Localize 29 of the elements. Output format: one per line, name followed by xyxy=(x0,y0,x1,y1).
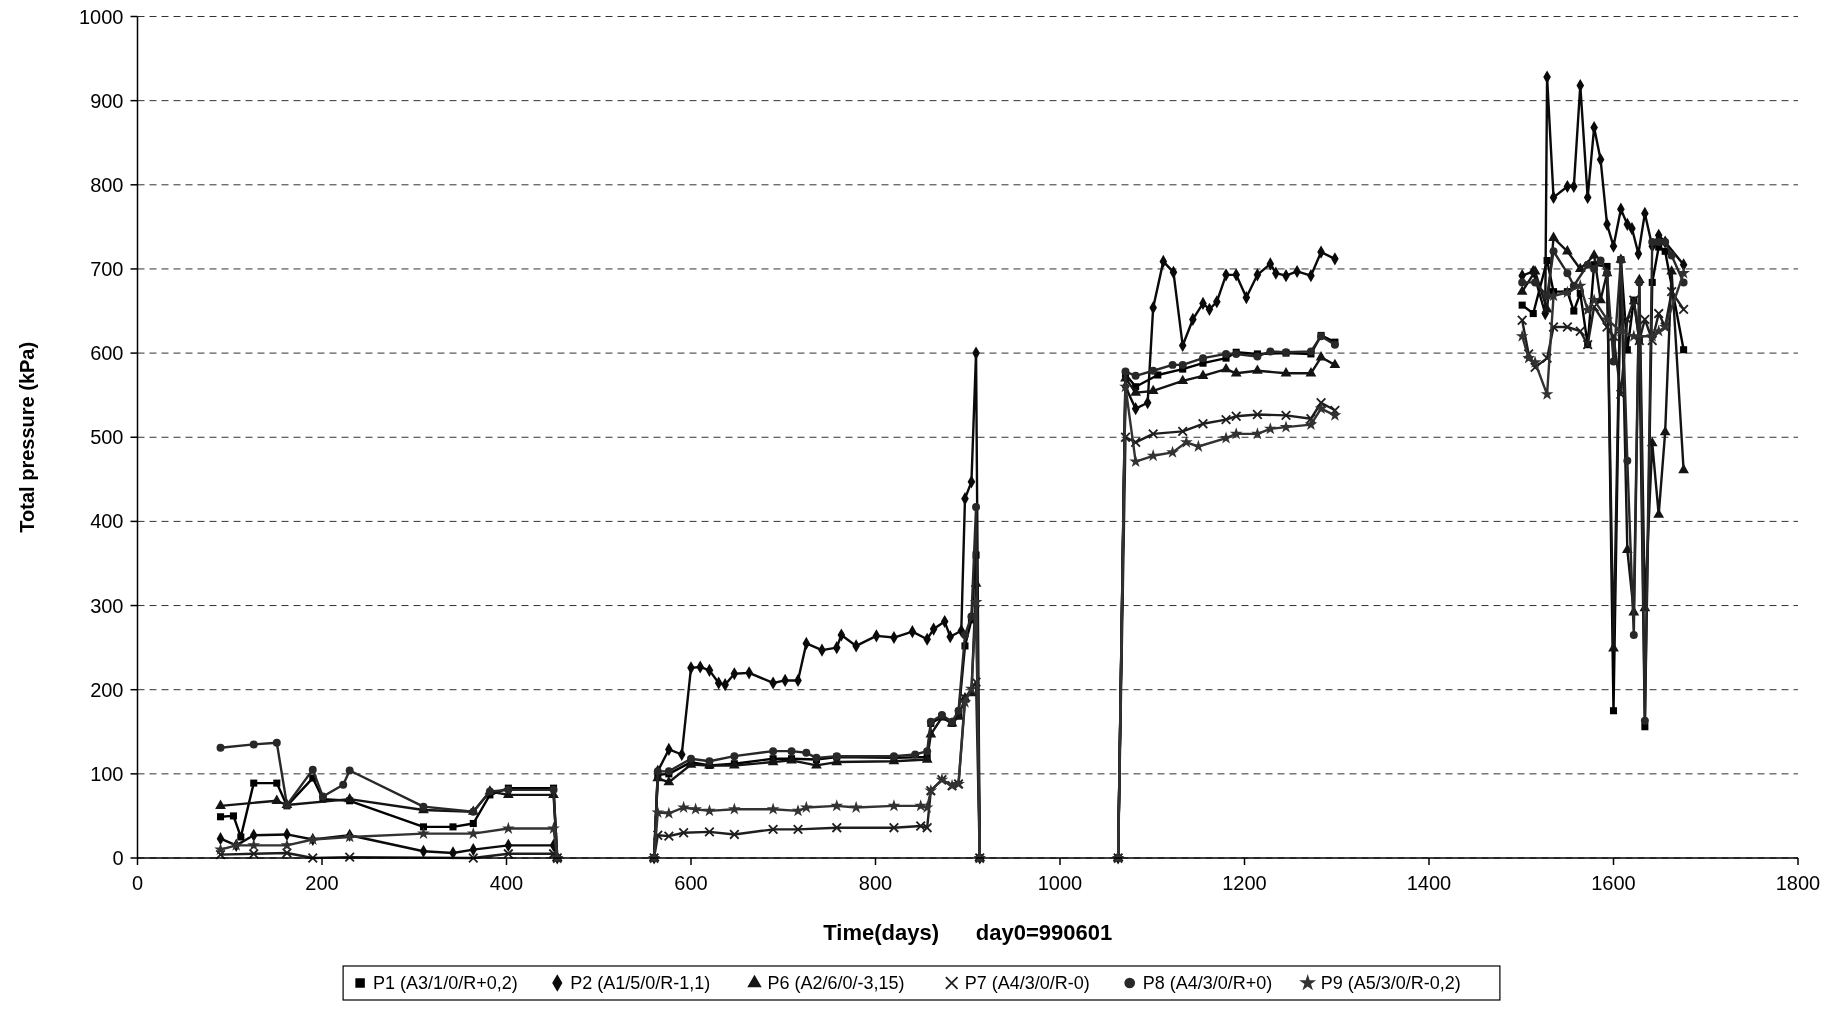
x-tick-label: 400 xyxy=(489,872,524,894)
y-tick-label: 200 xyxy=(90,678,124,701)
x-tick-label: 1600 xyxy=(1591,872,1636,894)
y-tick-label: 800 xyxy=(90,173,124,196)
x-tick-label: 200 xyxy=(305,872,339,894)
x-tick-label: 800 xyxy=(858,872,893,894)
y-tick-label: 100 xyxy=(90,762,124,785)
x-tick-label: 600 xyxy=(674,872,708,894)
legend-label: P2 (A1/5/0/R-1,1) xyxy=(570,973,711,994)
x-tick-label: 1400 xyxy=(1406,872,1452,894)
x-tick-label: 1800 xyxy=(1775,872,1821,894)
x-tick-label: 1000 xyxy=(1037,872,1083,894)
legend-label: P9 (A5/3/0/R-0,2) xyxy=(1320,973,1461,994)
y-tick-label: 600 xyxy=(90,342,124,365)
y-tick-label: 500 xyxy=(90,426,124,449)
legend-label: P8 (A4/3/0/R+0) xyxy=(1142,973,1273,994)
y-tick-label: 700 xyxy=(90,257,124,280)
y-axis-title: Total pressure (kPa) xyxy=(16,341,38,533)
x-tick-label: 0 xyxy=(131,872,144,894)
y-tick-label: 1000 xyxy=(79,5,124,28)
y-tick-label: 300 xyxy=(90,594,124,617)
legend-label: P1 (A3/1/0/R+0,2) xyxy=(373,973,518,994)
legend-label: P6 (A2/6/0/-3,15) xyxy=(767,973,905,994)
y-tick-label: 400 xyxy=(90,510,124,533)
x-axis-title: Time(days) day0=990601 xyxy=(823,920,1113,945)
x-tick-label: 1200 xyxy=(1222,872,1267,894)
y-tick-label: 900 xyxy=(90,89,124,112)
y-tick-label: 0 xyxy=(112,847,124,869)
legend-label: P7 (A4/3/0/R-0) xyxy=(964,973,1090,994)
